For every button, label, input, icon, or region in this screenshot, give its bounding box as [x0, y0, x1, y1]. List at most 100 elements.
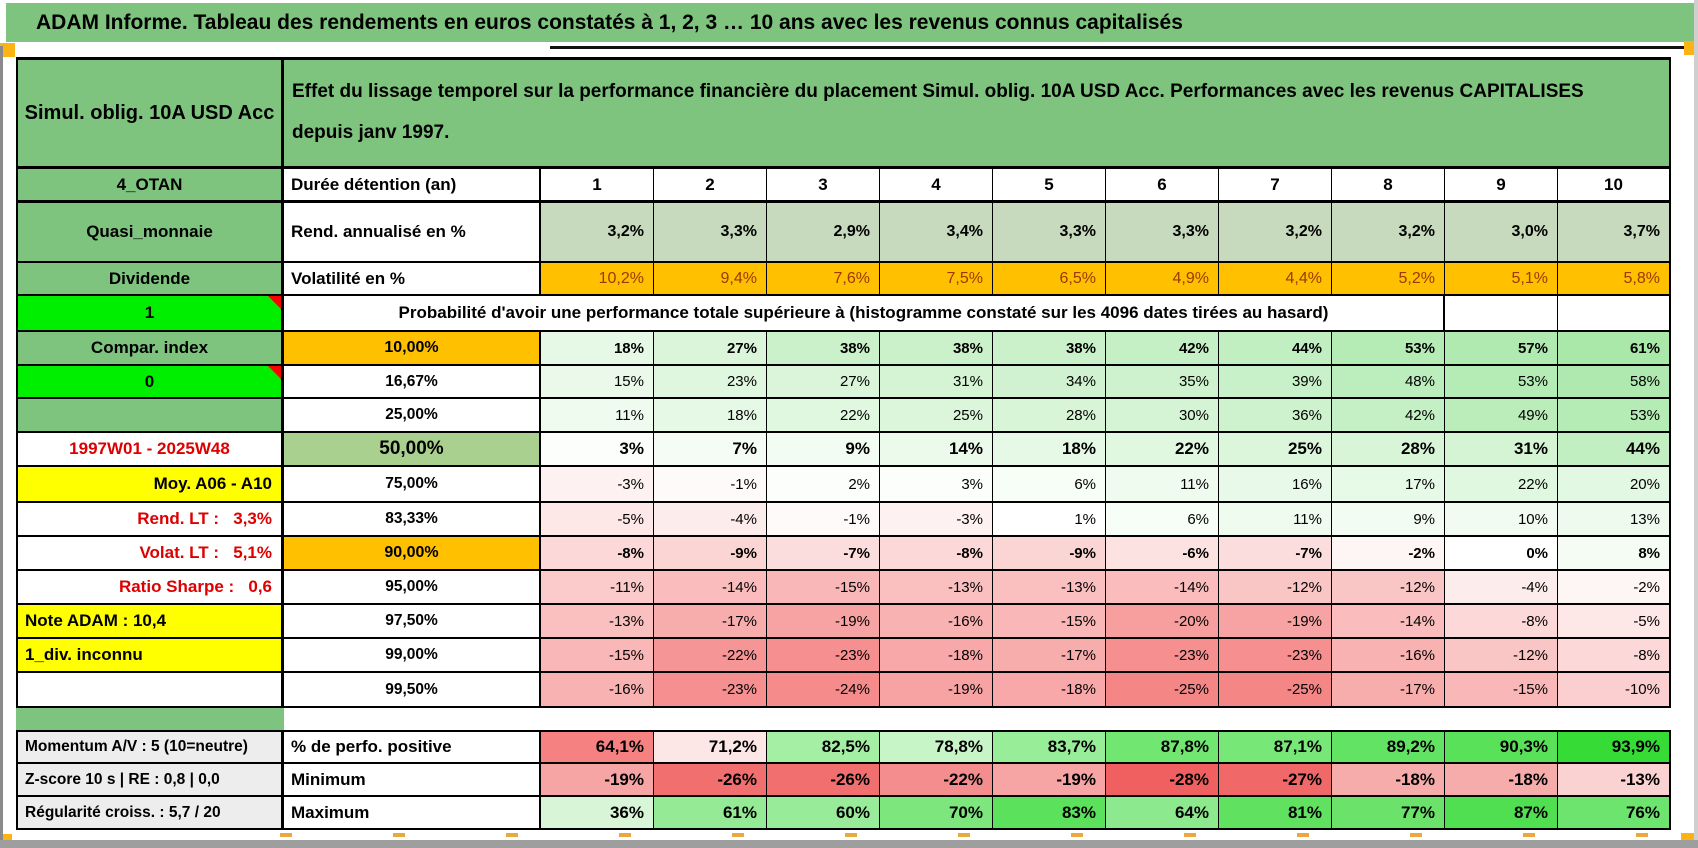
value-cell[interactable]: 9% — [1332, 503, 1445, 535]
value-cell[interactable]: 70% — [880, 797, 993, 828]
value-cell[interactable]: -25% — [1219, 673, 1332, 706]
row-header-cell[interactable]: Dividende — [16, 263, 284, 294]
value-cell[interactable]: -9% — [993, 537, 1106, 569]
value-cell[interactable]: 11% — [541, 399, 654, 431]
value-cell[interactable]: 3% — [880, 467, 993, 501]
year-header-cell[interactable]: 6 — [1106, 169, 1219, 200]
value-cell[interactable]: 22% — [1106, 433, 1219, 465]
row-header-cell[interactable]: Régularité croiss. : 5,7 / 20 — [16, 797, 284, 828]
row-header-cell[interactable] — [16, 399, 284, 431]
measure-label-cell[interactable]: 95,00% — [284, 571, 541, 603]
value-cell[interactable]: -26% — [654, 764, 767, 795]
value-cell[interactable]: -22% — [654, 639, 767, 671]
value-cell[interactable]: -23% — [767, 639, 880, 671]
value-cell[interactable]: 3,2% — [1332, 203, 1445, 261]
year-header-cell[interactable]: 9 — [1445, 169, 1558, 200]
value-cell[interactable]: -12% — [1445, 639, 1558, 671]
empty-cell[interactable] — [1558, 296, 1671, 330]
value-cell[interactable]: 22% — [1445, 467, 1558, 501]
value-cell[interactable]: -2% — [1332, 537, 1445, 569]
value-cell[interactable]: 42% — [1106, 332, 1219, 364]
value-cell[interactable]: 64% — [1106, 797, 1219, 828]
value-cell[interactable]: 27% — [767, 366, 880, 397]
value-cell[interactable]: 3,7% — [1558, 203, 1671, 261]
value-cell[interactable]: 9,4% — [654, 263, 767, 294]
year-header-cell[interactable]: 5 — [993, 169, 1106, 200]
value-cell[interactable]: 60% — [767, 797, 880, 828]
measure-label-cell[interactable]: 25,00% — [284, 399, 541, 431]
value-cell[interactable]: 89,2% — [1332, 732, 1445, 762]
value-cell[interactable]: 3,3% — [993, 203, 1106, 261]
measure-label-cell[interactable]: 16,67% — [284, 366, 541, 397]
value-cell[interactable]: -19% — [993, 764, 1106, 795]
value-cell[interactable]: 76% — [1558, 797, 1671, 828]
value-cell[interactable]: 38% — [767, 332, 880, 364]
value-cell[interactable]: -11% — [541, 571, 654, 603]
value-cell[interactable]: 28% — [1332, 433, 1445, 465]
value-cell[interactable]: 31% — [1445, 433, 1558, 465]
measure-label-cell[interactable]: 50,00% — [284, 433, 541, 465]
row-header-cell[interactable]: Moy. A06 - A10 — [16, 467, 284, 501]
value-cell[interactable]: 71,2% — [654, 732, 767, 762]
value-cell[interactable]: 4,4% — [1219, 263, 1332, 294]
measure-label-cell[interactable]: 10,00% — [284, 332, 541, 364]
year-header-cell[interactable]: 4 — [880, 169, 993, 200]
value-cell[interactable]: -4% — [654, 503, 767, 535]
value-cell[interactable]: 81% — [1219, 797, 1332, 828]
row-header-cell[interactable]: Compar. index — [16, 332, 284, 364]
value-cell[interactable]: 87,1% — [1219, 732, 1332, 762]
value-cell[interactable]: 5,2% — [1332, 263, 1445, 294]
value-cell[interactable]: -3% — [880, 503, 993, 535]
value-cell[interactable]: 3,2% — [541, 203, 654, 261]
value-cell[interactable]: 57% — [1445, 332, 1558, 364]
duration-label-cell[interactable]: Durée détention (an) — [284, 169, 541, 200]
value-cell[interactable]: 31% — [880, 366, 993, 397]
year-header-cell[interactable]: 10 — [1558, 169, 1671, 200]
value-cell[interactable]: 35% — [1106, 366, 1219, 397]
value-cell[interactable]: 38% — [993, 332, 1106, 364]
measure-label-cell[interactable]: 99,00% — [284, 639, 541, 671]
value-cell[interactable]: 93,9% — [1558, 732, 1671, 762]
value-cell[interactable]: -8% — [880, 537, 993, 569]
value-cell[interactable]: 25% — [1219, 433, 1332, 465]
row-header-cell[interactable]: 4_OTAN — [16, 169, 284, 200]
value-cell[interactable]: -10% — [1558, 673, 1671, 706]
value-cell[interactable]: -7% — [1219, 537, 1332, 569]
measure-label-cell[interactable]: 97,50% — [284, 605, 541, 637]
value-cell[interactable]: 44% — [1219, 332, 1332, 364]
value-cell[interactable]: -18% — [1445, 764, 1558, 795]
value-cell[interactable]: -19% — [880, 673, 993, 706]
value-cell[interactable]: 10,2% — [541, 263, 654, 294]
row-header-cell[interactable]: 1997W01 - 2025W48 — [16, 433, 284, 465]
value-cell[interactable]: 6% — [993, 467, 1106, 501]
value-cell[interactable]: 30% — [1106, 399, 1219, 431]
product-cell[interactable]: Simul. oblig. 10A USD Acc — [16, 60, 284, 166]
value-cell[interactable]: 16% — [1219, 467, 1332, 501]
value-cell[interactable]: 64,1% — [541, 732, 654, 762]
value-cell[interactable]: 0% — [1445, 537, 1558, 569]
value-cell[interactable]: 38% — [880, 332, 993, 364]
value-cell[interactable]: 22% — [767, 399, 880, 431]
value-cell[interactable]: -2% — [1558, 571, 1671, 603]
value-cell[interactable]: 5,1% — [1445, 263, 1558, 294]
row-header-cell[interactable]: 1_div. inconnu — [16, 639, 284, 671]
value-cell[interactable]: 20% — [1558, 467, 1671, 501]
value-cell[interactable]: -24% — [767, 673, 880, 706]
value-cell[interactable]: -17% — [1332, 673, 1445, 706]
value-cell[interactable]: -4% — [1445, 571, 1558, 603]
value-cell[interactable]: -28% — [1106, 764, 1219, 795]
value-cell[interactable]: 28% — [993, 399, 1106, 431]
value-cell[interactable]: 53% — [1558, 399, 1671, 431]
value-cell[interactable]: 44% — [1558, 433, 1671, 465]
value-cell[interactable]: -15% — [767, 571, 880, 603]
value-cell[interactable]: 9% — [767, 433, 880, 465]
value-cell[interactable]: 15% — [541, 366, 654, 397]
empty-cell[interactable] — [1445, 296, 1558, 330]
value-cell[interactable]: -23% — [1106, 639, 1219, 671]
probability-banner-cell[interactable]: Probabilité d'avoir une performance tota… — [284, 296, 1445, 330]
value-cell[interactable]: -12% — [1332, 571, 1445, 603]
value-cell[interactable]: -14% — [1106, 571, 1219, 603]
value-cell[interactable]: -22% — [880, 764, 993, 795]
value-cell[interactable]: 78,8% — [880, 732, 993, 762]
value-cell[interactable]: 11% — [1219, 503, 1332, 535]
